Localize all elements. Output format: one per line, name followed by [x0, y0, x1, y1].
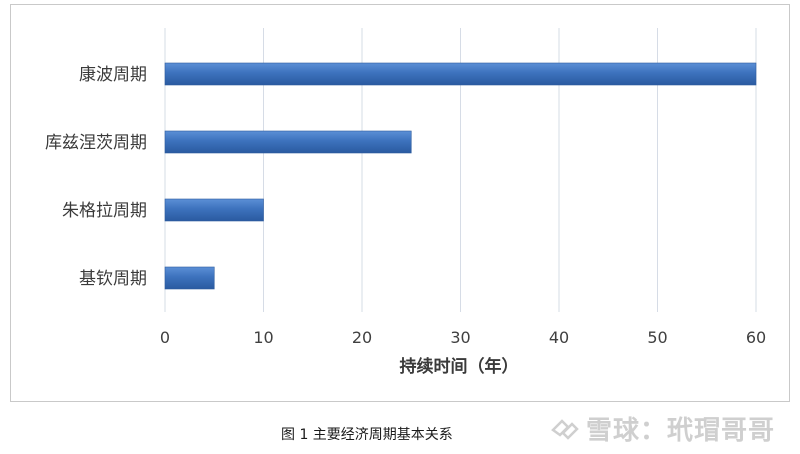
- x-tick-label: 0: [160, 328, 170, 347]
- x-tick-labels: 0 10 20 30 40 50 60: [160, 328, 766, 347]
- x-axis-title: 持续时间（年）: [400, 356, 519, 377]
- bar: [164, 130, 412, 154]
- bar: [164, 62, 757, 86]
- x-tick-label: 50: [647, 328, 667, 347]
- category-label: 康波周期: [79, 65, 147, 85]
- bar: [164, 198, 264, 222]
- category-label: 库兹涅茨周期: [45, 133, 147, 153]
- figure-caption: 图 1 主要经济周期基本关系: [281, 427, 453, 443]
- x-tick-label: 20: [352, 328, 372, 347]
- x-tick-label: 30: [450, 328, 470, 347]
- watermark: 雪球：玳瑁哥哥: [550, 410, 775, 446]
- x-tick-label: 40: [549, 328, 569, 347]
- category-label: 朱格拉周期: [62, 201, 147, 221]
- snowball-logo-icon: [551, 419, 579, 440]
- bar: [164, 266, 215, 290]
- x-tick-label: 10: [253, 328, 273, 347]
- category-label: 基钦周期: [79, 269, 147, 289]
- bars: [164, 62, 757, 290]
- x-tick-label: 60: [746, 328, 766, 347]
- watermark-text: 雪球：玳瑁哥哥: [586, 415, 776, 446]
